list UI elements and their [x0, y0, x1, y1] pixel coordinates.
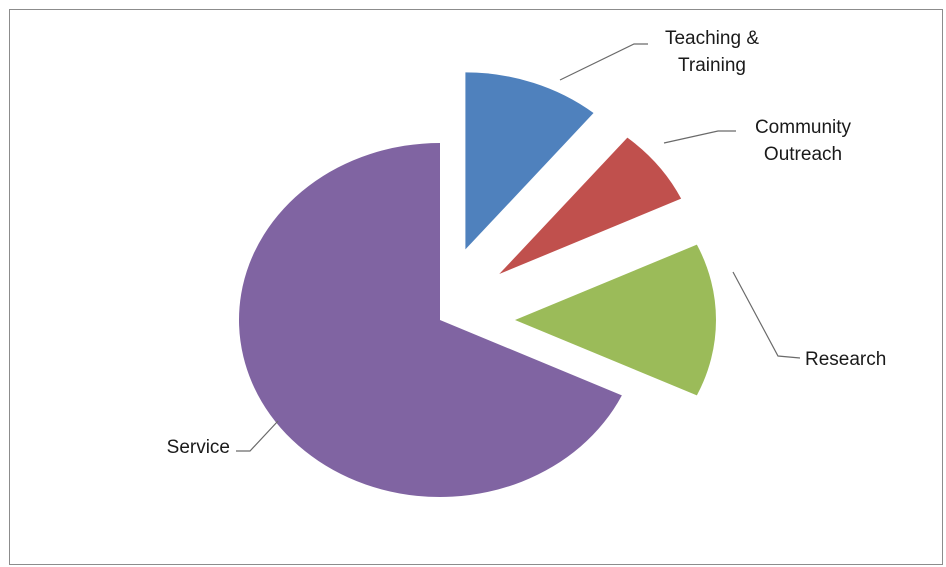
leader-line-teaching-training	[559, 43, 648, 81]
slice-labels: Teaching & Training Community Outreach Res…	[167, 28, 887, 458]
leader-line-community-outreach	[663, 130, 736, 144]
pie-slices	[238, 72, 717, 497]
label-service: Service	[167, 437, 230, 458]
label-research: Research	[805, 349, 886, 370]
leader-line-research	[732, 271, 801, 359]
pie-slice-research	[515, 244, 717, 396]
pie-slice-service	[238, 143, 622, 497]
pie-slice-teaching-training	[465, 72, 594, 250]
label-teaching-training: Teaching & Training	[665, 28, 759, 76]
pie-slice-community-outreach	[499, 137, 682, 275]
label-community-outreach: Community Outreach	[755, 117, 852, 165]
leader-line-service	[236, 420, 279, 452]
leader-lines	[236, 43, 801, 452]
